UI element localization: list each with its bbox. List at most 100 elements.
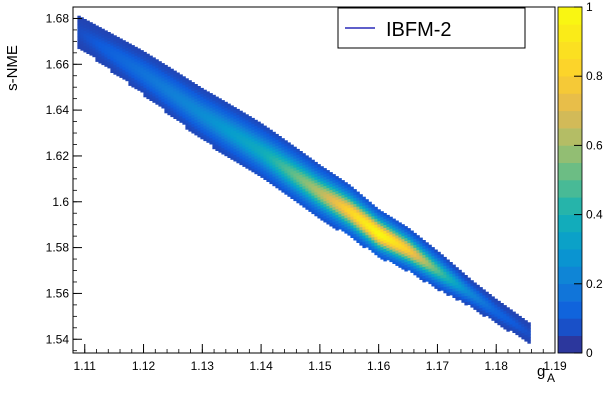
density-cell [485,297,489,302]
density-cell [227,121,231,125]
density-cell [521,321,525,325]
density-cell [407,258,411,262]
density-cell [416,262,420,266]
density-cell [239,113,243,118]
density-cell [347,187,351,191]
density-cell [359,224,363,228]
density-cell [503,314,507,318]
density-cell [227,148,231,152]
density-cell [314,212,318,217]
density-cell [335,197,339,201]
density-cell [344,191,348,195]
density-cell [422,240,426,244]
density-cell [371,225,375,229]
density-cell [401,236,405,240]
density-cell [284,149,288,153]
density-cell [92,44,96,49]
density-cell [212,94,216,99]
density-cell [170,95,174,100]
density-cell [251,138,255,143]
density-cell [317,203,321,207]
density-cell [119,59,123,63]
density-cell [347,214,351,218]
density-cell [194,123,198,127]
density-cell [482,301,486,305]
density-cell [179,92,183,96]
density-cell [389,249,393,254]
density-cell [311,210,315,215]
density-cell [206,115,210,119]
density-cell [305,206,309,210]
density-cell [233,152,237,156]
density-cell [161,105,165,109]
density-cell [302,183,306,187]
density-cell [317,185,321,189]
density-cell [335,227,339,231]
density-cell [506,310,510,314]
density-cell [278,154,282,158]
density-cell [308,172,312,176]
density-cell [506,328,510,332]
density-cell [140,89,144,93]
density-cell [197,86,201,90]
density-cell [320,187,324,191]
density-cell [308,196,312,200]
density-cell [362,229,366,234]
density-cell [371,249,375,253]
density-cell [449,283,453,287]
density-cell [524,335,528,339]
density-cell [344,218,348,222]
density-cell [320,178,324,182]
colorbar-segment [558,180,582,198]
density-cell [221,121,225,125]
density-cell [329,205,333,209]
density-cell [422,255,426,259]
density-cell [296,196,300,201]
density-cell [317,182,321,186]
density-cell [182,97,186,101]
density-cell [278,181,282,185]
density-cell [359,212,363,216]
density-cell [296,178,300,183]
density-cell [386,247,390,252]
density-cell [236,138,240,143]
density-cell [170,89,174,94]
density-cell [224,122,228,127]
density-cell [221,124,225,128]
density-cell [110,48,114,52]
density-cell [275,175,279,180]
density-cell [188,95,192,99]
density-cell [215,105,219,109]
density-cell [404,244,408,248]
density-cell [230,147,234,151]
density-cell [173,85,177,89]
density-cell [407,246,411,250]
density-cell [98,57,102,61]
density-cell [230,150,234,154]
density-cell [299,157,303,161]
density-cell [428,253,432,258]
density-cell [263,125,267,129]
density-cell [200,123,204,128]
density-cell [344,188,348,192]
density-cell [425,266,429,270]
density-cell [80,35,84,39]
density-cell [422,252,426,256]
density-cell [308,199,312,203]
density-cell [101,55,105,60]
density-cell [377,236,381,240]
density-cell [314,203,318,208]
density-cell [281,159,285,163]
density-cell [410,245,414,249]
density-cell [467,298,471,302]
density-cell [320,199,324,203]
density-cell [356,206,360,210]
density-cell [338,184,342,188]
density-cell [275,148,279,153]
density-cell [245,135,249,139]
density-cell [269,147,273,152]
density-cell [158,97,162,101]
density-cell [170,86,174,91]
density-cell [365,217,369,221]
density-cell [383,231,387,235]
